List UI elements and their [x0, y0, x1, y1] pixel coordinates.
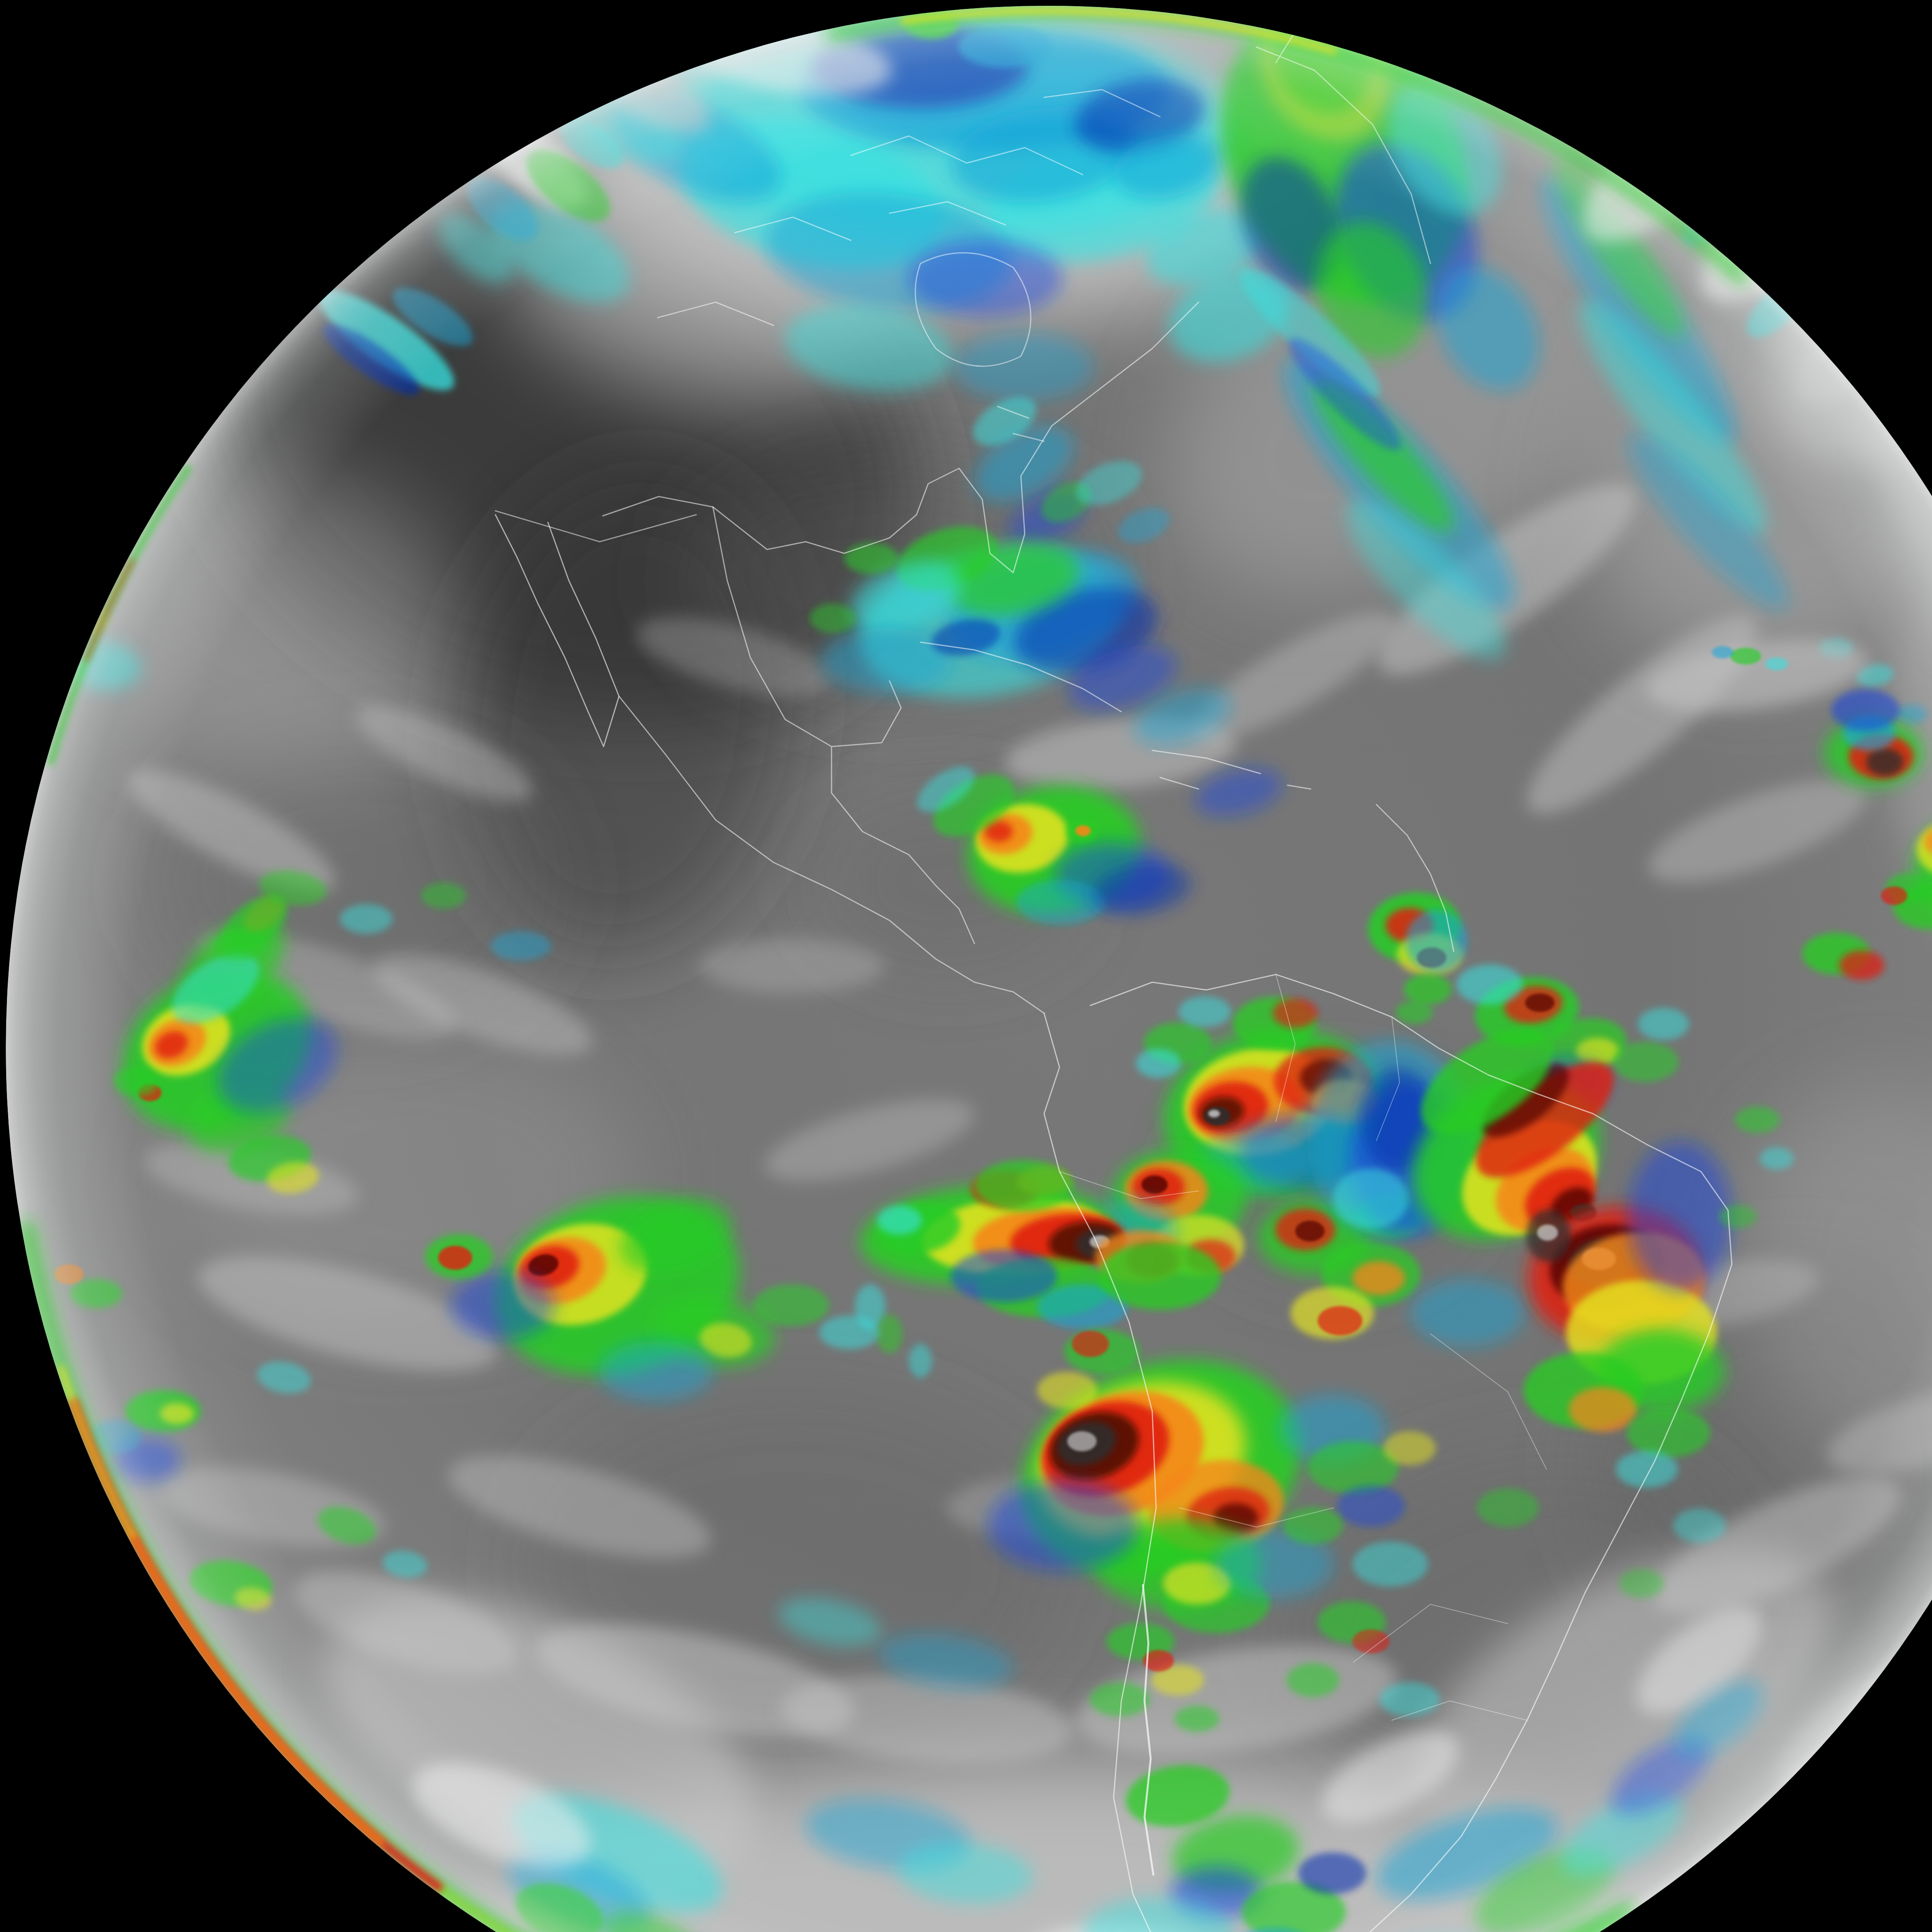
space-background [0, 0, 1932, 1932]
satellite-full-disk-image [0, 0, 1932, 1932]
